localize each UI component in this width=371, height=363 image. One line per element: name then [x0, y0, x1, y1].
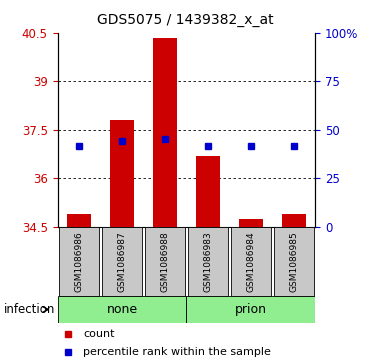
Text: prion: prion	[235, 303, 267, 316]
Text: GSM1086988: GSM1086988	[160, 231, 170, 292]
Bar	[187, 296, 315, 323]
Bar	[58, 296, 187, 323]
Bar	[188, 227, 228, 296]
Bar	[196, 156, 220, 227]
Bar	[145, 227, 185, 296]
Bar	[231, 227, 271, 296]
Bar	[153, 37, 177, 227]
Bar	[67, 214, 91, 227]
Text: count: count	[83, 329, 115, 339]
Bar	[239, 219, 263, 227]
Bar	[59, 227, 99, 296]
Text: none: none	[106, 303, 138, 316]
Text: percentile rank within the sample: percentile rank within the sample	[83, 347, 271, 357]
Text: infection: infection	[4, 303, 55, 316]
Text: GSM1086983: GSM1086983	[203, 231, 213, 292]
Bar	[102, 227, 142, 296]
Text: GSM1086986: GSM1086986	[75, 231, 83, 292]
Text: GDS5075 / 1439382_x_at: GDS5075 / 1439382_x_at	[97, 13, 274, 27]
Text: GSM1086984: GSM1086984	[246, 231, 255, 292]
Text: GSM1086985: GSM1086985	[289, 231, 298, 292]
Bar	[274, 227, 313, 296]
Bar	[110, 120, 134, 227]
Text: GSM1086987: GSM1086987	[118, 231, 127, 292]
Bar	[282, 214, 306, 227]
